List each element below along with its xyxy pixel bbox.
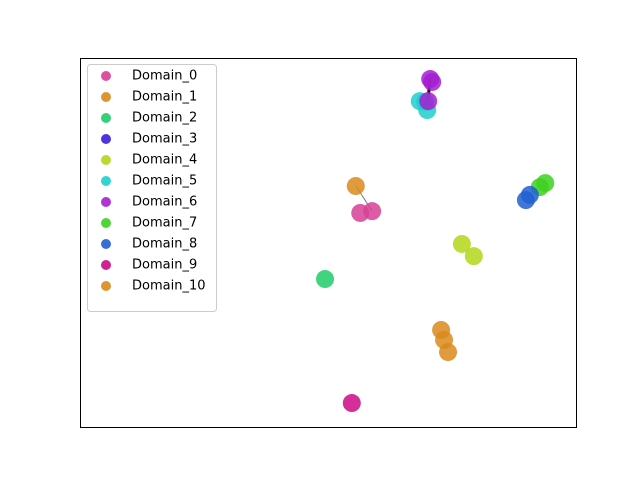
legend-marker [101, 134, 111, 144]
legend-label: Domain_4 [132, 153, 197, 168]
scatter-point [520, 185, 539, 204]
legend-label: Domain_3 [132, 132, 197, 147]
legend-marker [101, 113, 111, 123]
scatter-point [316, 270, 335, 289]
legend-label: Domain_6 [132, 195, 197, 210]
scatter-point [423, 72, 442, 91]
legend-marker [101, 176, 111, 186]
legend-label: Domain_0 [132, 69, 197, 84]
plot-frame [80, 58, 577, 428]
legend-marker [101, 71, 111, 81]
legend-box [87, 64, 217, 312]
scatter-point [464, 247, 483, 266]
legend-marker [101, 92, 111, 102]
scatter-point [351, 203, 370, 222]
legend-label: Domain_10 [132, 279, 206, 294]
legend-label: Domain_1 [132, 90, 197, 105]
legend-marker [101, 260, 111, 270]
legend-label: Domain_5 [132, 174, 197, 189]
scatter-point [346, 177, 365, 196]
legend-label: Domain_8 [132, 237, 197, 252]
scatter-point [452, 234, 471, 253]
legend-label: Domain_2 [132, 111, 197, 126]
scatter-point [419, 92, 438, 111]
legend-label: Domain_9 [132, 258, 197, 273]
legend-marker [101, 197, 111, 207]
legend-marker [101, 155, 111, 165]
scatter-point [439, 343, 458, 362]
legend-marker [101, 281, 111, 291]
legend-label: Domain_7 [132, 216, 197, 231]
scatter-point [342, 394, 361, 413]
legend-marker [101, 239, 111, 249]
legend-marker [101, 218, 111, 228]
